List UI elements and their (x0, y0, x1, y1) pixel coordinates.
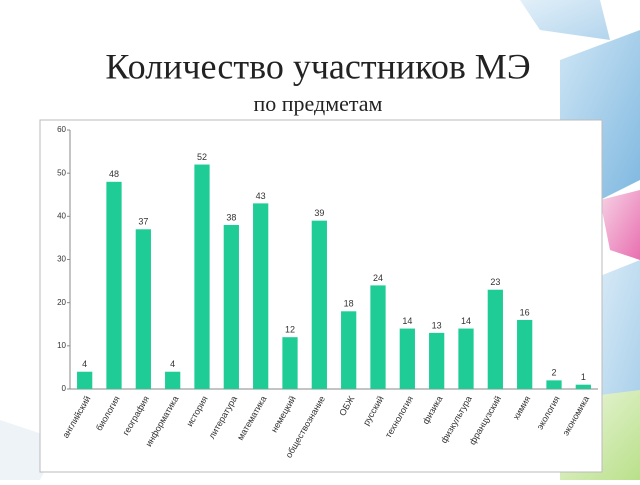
y-tick-label: 20 (57, 298, 66, 307)
bar (77, 371, 93, 389)
bar (429, 332, 445, 389)
bar (253, 203, 269, 389)
bar (575, 384, 591, 389)
value-label: 24 (373, 273, 383, 283)
value-label: 43 (256, 191, 266, 201)
value-label: 4 (170, 359, 175, 369)
bar (135, 229, 151, 389)
bar (341, 311, 357, 389)
bar (546, 380, 562, 389)
bar (165, 371, 181, 389)
value-label: 23 (490, 277, 500, 287)
bar (194, 164, 210, 389)
bar (458, 328, 474, 389)
value-label: 48 (109, 169, 119, 179)
value-label: 13 (432, 320, 442, 330)
y-tick-label: 40 (57, 211, 66, 220)
y-tick-label: 60 (57, 125, 66, 134)
chart-title: Количество участников МЭ (105, 46, 530, 86)
value-label: 18 (344, 299, 354, 309)
y-tick-label: 10 (57, 341, 66, 350)
value-label: 37 (138, 217, 148, 227)
bar (487, 289, 503, 389)
value-label: 52 (197, 152, 207, 162)
value-label: 4 (82, 359, 87, 369)
bar (517, 319, 533, 389)
value-label: 1 (581, 372, 586, 382)
chart-subtitle: по предметам (254, 91, 383, 116)
value-label: 12 (285, 325, 295, 335)
bar (311, 220, 327, 389)
y-tick-label: 30 (57, 255, 66, 264)
bar (370, 285, 386, 389)
bar (282, 337, 298, 389)
bar (106, 181, 122, 389)
value-label: 16 (520, 307, 530, 317)
value-label: 2 (551, 368, 556, 378)
value-label: 14 (461, 316, 471, 326)
bar (399, 328, 415, 389)
value-label: 14 (402, 316, 412, 326)
y-tick-label: 0 (62, 384, 67, 393)
value-label: 39 (314, 208, 324, 218)
bar (223, 224, 239, 389)
y-tick-label: 50 (57, 168, 66, 177)
value-label: 38 (226, 212, 236, 222)
